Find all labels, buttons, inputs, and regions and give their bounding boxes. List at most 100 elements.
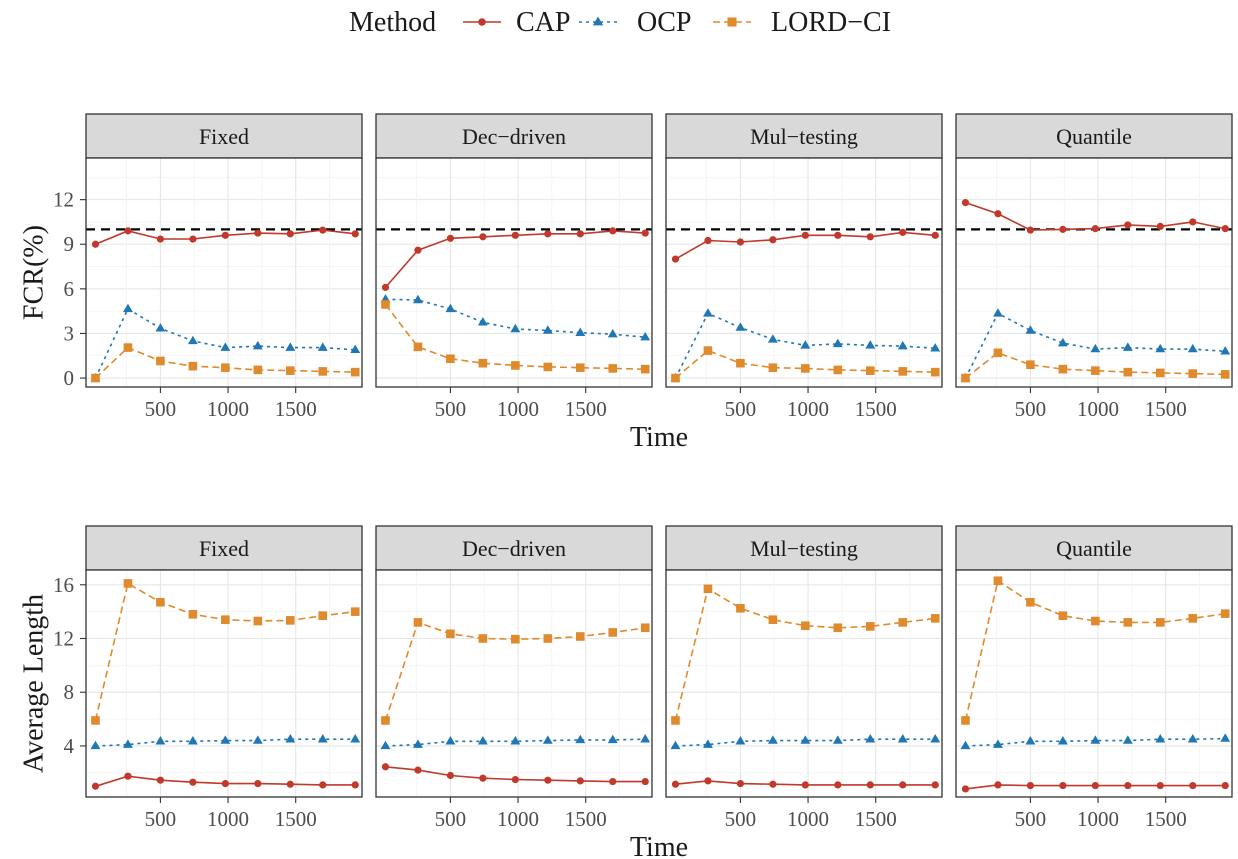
series-lordci bbox=[671, 584, 940, 725]
data-point bbox=[477, 736, 488, 745]
x-tick-label: 1000 bbox=[497, 397, 539, 421]
data-point bbox=[703, 584, 713, 594]
plot-background bbox=[376, 158, 652, 387]
x-tick-label: 1500 bbox=[1145, 397, 1187, 421]
data-point bbox=[1123, 367, 1133, 377]
data-point bbox=[220, 342, 231, 351]
data-point bbox=[221, 363, 230, 372]
panel-border bbox=[375, 157, 653, 388]
panel-decdriven: Dec−driven 500 1000 1500 bbox=[375, 113, 653, 421]
data-point bbox=[351, 781, 359, 789]
data-point bbox=[350, 344, 361, 354]
data-point bbox=[91, 373, 100, 383]
legend-key-cap: CAP bbox=[463, 7, 570, 38]
data-point bbox=[703, 308, 713, 317]
y-tick-label: 8 bbox=[64, 680, 75, 704]
y-axis-label: FCR(%) bbox=[19, 225, 50, 320]
panel-border bbox=[955, 157, 1233, 388]
data-point bbox=[576, 777, 584, 785]
data-point bbox=[543, 634, 553, 643]
data-point bbox=[189, 778, 197, 786]
series-line bbox=[964, 579, 1226, 721]
data-point bbox=[510, 736, 521, 745]
data-point bbox=[1155, 618, 1165, 627]
data-point bbox=[1091, 781, 1099, 790]
panel-multesting: Mul−testing 500 1000 1500 bbox=[665, 525, 943, 831]
data-point bbox=[961, 199, 970, 207]
strip-label: Mul−testing bbox=[750, 124, 858, 149]
gridlines bbox=[86, 158, 362, 387]
data-point bbox=[609, 777, 617, 786]
data-point bbox=[123, 739, 133, 748]
x-tick-label: 500 bbox=[145, 397, 177, 421]
data-point bbox=[381, 300, 390, 309]
data-point bbox=[413, 342, 423, 352]
data-point bbox=[1155, 734, 1166, 743]
x-tick-label: 1500 bbox=[855, 397, 897, 421]
panel-decdriven: Dec−driven 500 1000 1500 bbox=[375, 525, 653, 831]
data-point bbox=[124, 227, 132, 235]
data-point bbox=[1059, 225, 1067, 233]
y-tick-label: 0 bbox=[64, 366, 75, 390]
data-point bbox=[1155, 368, 1165, 378]
series-ocp bbox=[380, 294, 651, 341]
data-point bbox=[1091, 366, 1100, 375]
data-point bbox=[1220, 733, 1231, 742]
data-point bbox=[511, 231, 519, 239]
plot-background bbox=[86, 570, 362, 797]
series-line bbox=[95, 738, 356, 747]
data-point bbox=[832, 338, 843, 348]
panel-border bbox=[85, 569, 363, 798]
data-point bbox=[671, 373, 680, 383]
data-point bbox=[994, 781, 1002, 789]
panel-border bbox=[665, 157, 943, 388]
gridlines bbox=[666, 158, 942, 387]
data-point bbox=[445, 736, 456, 745]
data-point bbox=[1221, 781, 1229, 790]
data-point bbox=[91, 782, 100, 790]
series-ocp bbox=[960, 308, 1231, 382]
plot-background bbox=[86, 158, 362, 387]
series-ocp bbox=[380, 734, 651, 750]
series-ocp bbox=[960, 733, 1231, 750]
legend-label: OCP bbox=[637, 7, 691, 38]
gridlines bbox=[86, 570, 362, 797]
data-point bbox=[543, 362, 553, 372]
series-cap bbox=[961, 199, 1229, 234]
data-point bbox=[446, 771, 455, 780]
gridlines bbox=[376, 158, 652, 387]
data-point bbox=[479, 233, 487, 241]
data-point bbox=[317, 734, 328, 743]
strip-background bbox=[665, 113, 943, 159]
x-tick-label: 1000 bbox=[1077, 397, 1119, 421]
data-point bbox=[575, 327, 586, 336]
gridlines bbox=[956, 570, 1232, 797]
legend-label: LORD−CI bbox=[771, 7, 891, 38]
data-point bbox=[897, 340, 908, 350]
data-point bbox=[641, 229, 649, 237]
series-cap bbox=[91, 226, 359, 248]
strip-background bbox=[85, 525, 363, 571]
x-tick-label: 1500 bbox=[565, 397, 607, 421]
legend-key-ocp: OCP bbox=[579, 7, 691, 38]
legend: Method CAP OCP LORD−CI bbox=[349, 7, 891, 38]
data-point bbox=[446, 354, 455, 364]
data-point bbox=[285, 616, 295, 625]
data-point bbox=[317, 342, 328, 351]
x-tick-label: 500 bbox=[435, 397, 467, 421]
x-tick-label: 1500 bbox=[855, 807, 897, 831]
data-point bbox=[704, 777, 712, 785]
data-point bbox=[575, 632, 585, 641]
series-cap bbox=[671, 777, 939, 789]
data-point bbox=[189, 235, 197, 243]
data-point bbox=[318, 367, 328, 376]
data-point bbox=[898, 367, 908, 376]
y-tick-label: 9 bbox=[64, 232, 75, 256]
x-tick-label: 500 bbox=[1015, 397, 1047, 421]
strip-label: Quantile bbox=[1056, 536, 1132, 561]
data-point bbox=[703, 346, 713, 355]
series-cap bbox=[961, 781, 1229, 793]
data-point bbox=[254, 229, 262, 237]
data-point bbox=[319, 226, 327, 234]
